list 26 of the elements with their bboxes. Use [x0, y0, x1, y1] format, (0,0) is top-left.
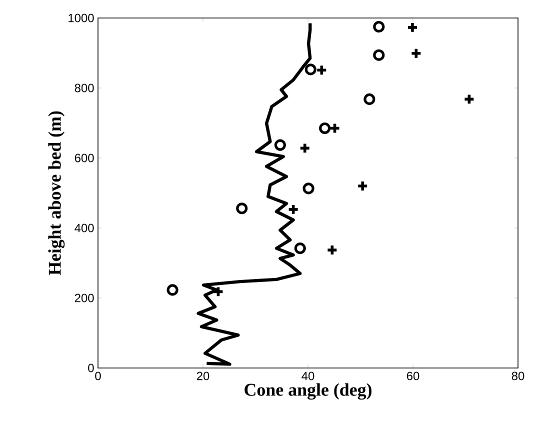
- x-tick-label: 20: [196, 372, 210, 380]
- y-tick-label: 400: [74, 224, 94, 232]
- point: [463, 93, 476, 106]
- y-tick-label: 1000: [68, 14, 94, 22]
- y-tick-label: 200: [74, 294, 94, 302]
- x-axis-title: Cone angle (deg): [244, 383, 372, 400]
- y-axis-title: Height above bed (m): [48, 111, 65, 276]
- point: [236, 202, 248, 214]
- point: [298, 142, 311, 154]
- point: [373, 20, 385, 33]
- x-tick-label: 0: [95, 372, 101, 380]
- point: [287, 204, 300, 216]
- point: [364, 93, 376, 105]
- y-tick-label: 800: [74, 84, 94, 92]
- x-tick-label: 60: [406, 372, 420, 380]
- point: [302, 182, 314, 194]
- point: [326, 244, 338, 256]
- point: [410, 47, 422, 60]
- x-tick-label: 80: [512, 372, 524, 380]
- point: [373, 49, 385, 61]
- point: [274, 139, 286, 151]
- x-tick-label: 40: [302, 372, 314, 380]
- y-tick-label: 600: [74, 154, 94, 162]
- point: [294, 242, 306, 254]
- point: [166, 284, 178, 296]
- y-tick-label: 0: [88, 364, 94, 372]
